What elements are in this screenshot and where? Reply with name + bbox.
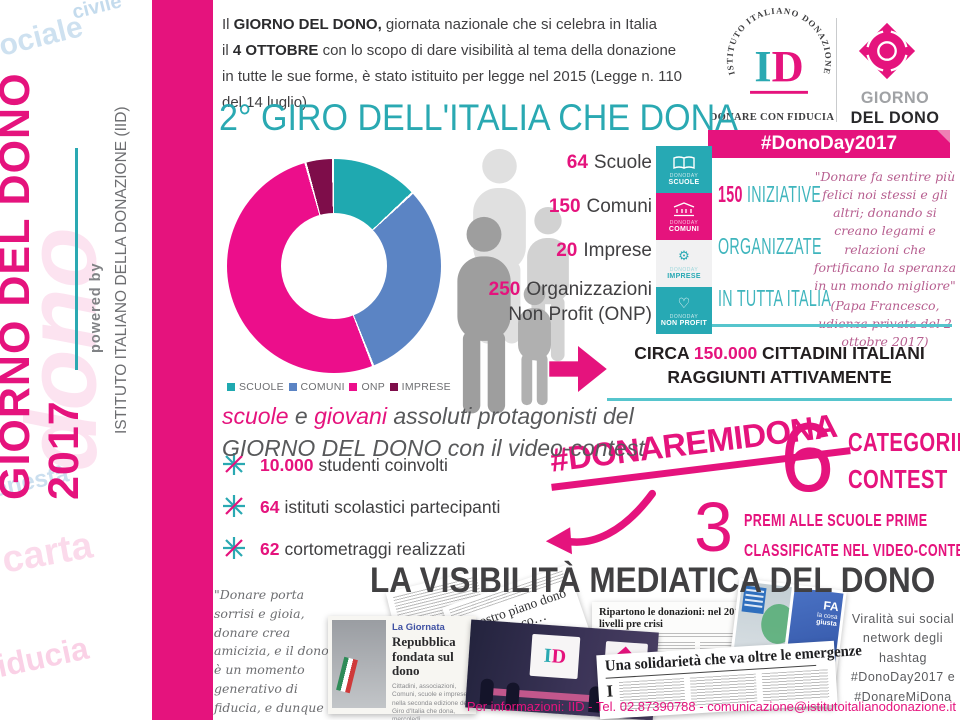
watermark-word: fiducia (0, 629, 92, 687)
donut-chart-hole (281, 213, 387, 319)
iniziative-line3: IN TUTTA ITALIA (718, 285, 832, 311)
legend-swatch (389, 383, 398, 391)
contest-three-labels: PREMI ALLE SCUOLE PRIME CLASSIFICATE NEL… (744, 510, 960, 560)
stat-imprese: 20 Imprese (556, 240, 652, 261)
asterisk-icon (223, 453, 245, 475)
divider-line (702, 324, 952, 327)
logo-divider-line (836, 18, 837, 122)
tv-show-title: FA la cosa giusta (815, 598, 840, 629)
gdd-line2: DEL DONO (850, 108, 940, 127)
intro-paragraph: Il GIORNO DEL DONO, giornata nazionale c… (222, 12, 714, 116)
legend-item: IMPRESE (389, 381, 451, 393)
reach-line2: RAGGIUNTI ATTIVAMENTE (667, 367, 892, 387)
intro-bold-event: GIORNO DEL DONO, (233, 16, 382, 33)
sidebar-divider-line (75, 148, 78, 370)
event-title-vertical: GIORNO DEL DONO 2017 (0, 72, 88, 500)
quote-papa-francesco: "Donare fa sentire più felici noi stessi… (812, 168, 958, 351)
clipping-photo (332, 620, 386, 708)
iniziative-block: 150 INIZIATIVE ORGANIZZATE IN TUTTA ITAL… (718, 168, 831, 324)
badge-imprese: ⚙ DONODAY IMPRESE (656, 240, 712, 287)
clipping-headline: Repubblica fondata sul dono (392, 634, 456, 679)
organization-name-vertical: ISTITUTO ITALIANO DELLA DONAZIONE (IID) (113, 106, 130, 434)
quote-attribution: (Papa Francesco, udienza privata del 2 o… (818, 297, 952, 350)
heart-icon: ♡ (677, 295, 691, 312)
badge-scuole: DONODAY SCUOLE (656, 146, 712, 193)
legend-item: COMUNI (288, 381, 345, 393)
iniziative-line2: ORGANIZZATE (718, 233, 822, 259)
donoday-badge-strip: DONODAY SCUOLE DONODAY COMUNI ⚙ DONODAY IMP… (656, 146, 712, 334)
virality-note: Viralità sui social network degli hashta… (850, 612, 956, 704)
video-contest-intro: scuole e giovani assoluti protagonisti d… (222, 400, 645, 464)
section-title: 2° GIRO DELL'ITALIA CHE DONA (219, 97, 738, 138)
monogram-i: I (754, 41, 771, 91)
quote-mattarella: "Donare porta sorrisi e gioia, donare cr… (214, 586, 336, 720)
vc-line2: GIORNO DEL DONO con il video-contest (222, 435, 645, 461)
sidebar: sociale civile dono onestà carta fiducia… (0, 0, 215, 720)
curved-arrow-icon (545, 489, 656, 555)
fake-text-lines (599, 633, 795, 638)
giorno-del-dono-diamond-icon (858, 22, 916, 80)
donoday-ribbon: #DonoDay2017 (708, 130, 950, 158)
legend-item: SCUOLE (227, 381, 284, 393)
person-silhouette (438, 216, 530, 418)
gears-icon: ⚙ (678, 249, 690, 264)
legend-swatch (349, 383, 358, 391)
divider-line (607, 398, 952, 401)
contest-six-labels: CATEGORIE CONTEST (848, 427, 960, 494)
powered-by-label: powered by (88, 262, 104, 354)
book-icon (673, 154, 695, 172)
tricolor-sash (336, 656, 358, 694)
contest-number-three: 3 (694, 488, 733, 566)
intro-line: in tutte le sue forme, è stato istituito… (222, 68, 683, 85)
legend-swatch (288, 383, 297, 391)
badge-comuni: DONODAY COMUNI (656, 193, 712, 240)
monogram-d: D (772, 41, 804, 91)
chart-legend: SCUOLE COMUNI ONP IMPRESE (227, 381, 451, 393)
watermark-word: carta (0, 524, 96, 582)
stat-comuni: 150 Comuni (548, 196, 652, 217)
intro-line: il 4 OTTOBRE con lo scopo di dare visibi… (222, 42, 677, 59)
gdd-line1: GIORNO (860, 88, 930, 107)
child-silhouette (506, 283, 563, 408)
intro-line: del 14 luglio) (222, 94, 308, 111)
bullet-studenti: 10.000 studenti coinvolti (260, 455, 448, 475)
quote-text: "Donare fa sentire più felici noi stessi… (813, 169, 957, 293)
reach-line1: CIRCA 150.000 CITTADINI ITALIANI (634, 343, 925, 363)
reach-statement: CIRCA 150.000 CITTADINI ITALIANI RAGGIUN… (607, 341, 952, 389)
sidebar-accent-bar (152, 0, 213, 720)
legend-item: ONP (349, 381, 385, 393)
svg-text:ID: ID (754, 41, 803, 91)
vc-line1: scuole e giovani assoluti protagonisti d… (222, 403, 634, 429)
iniziative-line1: 150 INIZIATIVE (718, 181, 822, 207)
asterisk-icon (223, 537, 245, 559)
iid-stamp-logo: ISTITUTO ITALIANO DONAZIONE ID (725, 6, 832, 94)
intro-bold-date: 4 OTTOBRE (232, 42, 319, 59)
stat-scuole: 64 Scuole (566, 152, 652, 173)
clipping-kicker: La Giornata (392, 622, 445, 633)
iid-tagline: DONARE CON FIDUCIA (709, 112, 835, 123)
clipping-la-giornata: La Giornata Repubblica fondata sul dono … (328, 616, 476, 720)
quote-text: "Donare porta sorrisi e gioia, donare cr… (214, 587, 329, 720)
clipping-headline: Ripartono le donazioni: nel 2016 tornate… (599, 607, 791, 630)
watermark-word: civile (69, 0, 124, 24)
bullet-cortometraggi: 62 cortometraggi realizzati (260, 539, 466, 559)
right-arrow-icon (549, 346, 607, 392)
contest-number-six: 6 (780, 402, 835, 512)
stat-onp: 250 Organizzazioni Non Profit (ONP) (488, 279, 652, 325)
footer-contact-info: Per informazioni: IID - Tel. 02.87390788… (466, 699, 956, 714)
badge-non-profit: ♡ DONODAY NON PROFIT (656, 287, 712, 334)
intro-line: Il GIORNO DEL DONO, giornata nazionale c… (222, 16, 657, 33)
clipping-text: La Giornata Repubblica fondata sul dono … (386, 620, 472, 720)
asterisk-icon (223, 495, 245, 517)
media-section-title: LA VISIBILITÀ MEDIATICA DEL DONO (370, 561, 936, 600)
bank-icon (673, 201, 695, 219)
bullet-istituti: 64 istituti scolastici partecipanti (260, 497, 501, 517)
giorno-del-dono-wordmark: GIORNO DEL DONO (838, 88, 952, 128)
legend-swatch (227, 383, 235, 391)
clipping-body: Cittadini, associazioni, Comuni, scuole … (392, 682, 469, 720)
